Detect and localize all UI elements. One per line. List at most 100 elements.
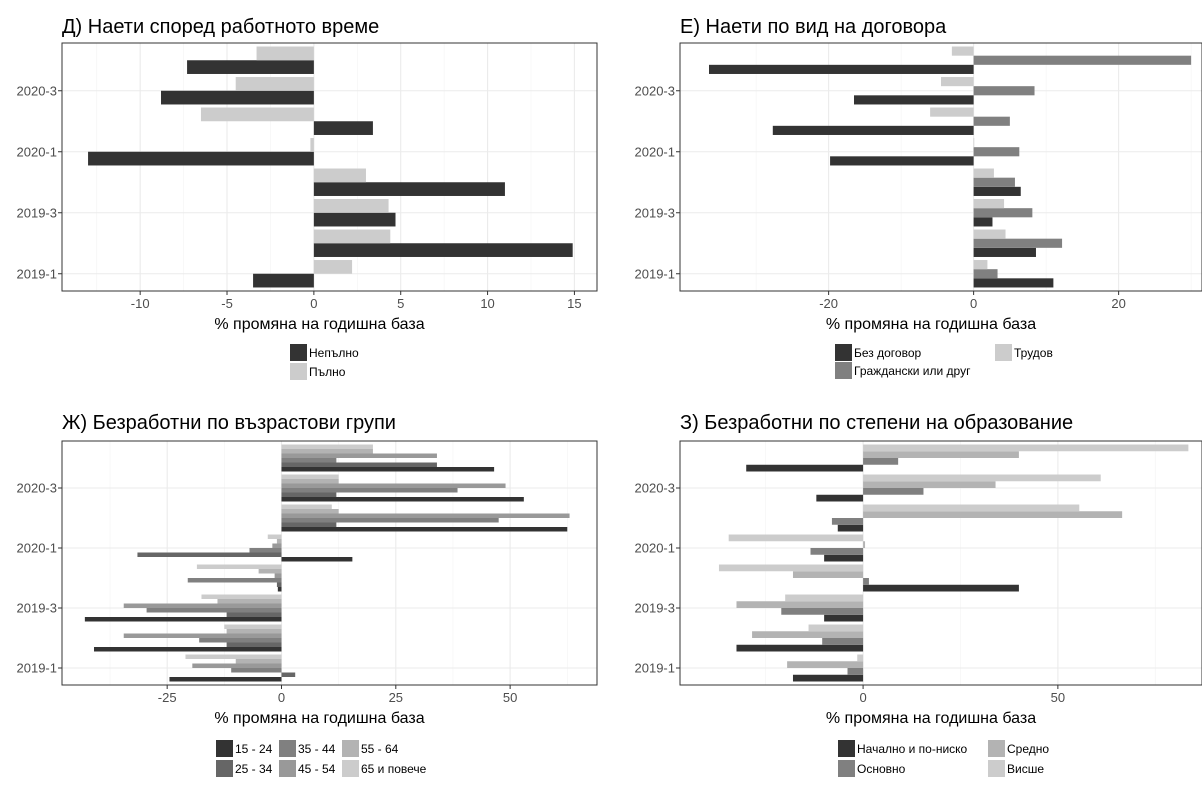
chart-title: Е) Наети по вид на договора bbox=[680, 16, 947, 38]
x-axis-label: % промяна на годишна база bbox=[214, 710, 424, 727]
bar bbox=[137, 552, 282, 557]
bar bbox=[854, 95, 974, 105]
bar bbox=[281, 527, 568, 532]
legend-swatch bbox=[342, 740, 359, 757]
bar bbox=[281, 513, 570, 518]
bar bbox=[88, 151, 314, 166]
bar bbox=[196, 564, 282, 569]
bar bbox=[863, 584, 1019, 592]
bar bbox=[185, 654, 282, 659]
legend: Начално и по-ниско Основно Средно Висше bbox=[838, 740, 1049, 777]
bar bbox=[281, 522, 337, 527]
bar bbox=[123, 603, 282, 608]
legend-label: Начално и по-ниско bbox=[857, 742, 968, 756]
x-tick-label: -10 bbox=[131, 296, 150, 311]
legend: Непълно Пълно bbox=[290, 344, 359, 380]
bar bbox=[824, 614, 864, 622]
bar bbox=[199, 638, 282, 643]
bar bbox=[863, 481, 996, 488]
legend-swatch bbox=[835, 362, 852, 379]
bar bbox=[281, 444, 373, 449]
plot-border bbox=[61, 440, 598, 686]
bar bbox=[123, 633, 282, 638]
bar bbox=[281, 462, 437, 467]
plot-border bbox=[679, 440, 1202, 686]
bar bbox=[863, 488, 924, 495]
bar bbox=[313, 212, 396, 227]
y-tick-label: 2019-1 bbox=[17, 266, 57, 281]
x-tick-label: 0 bbox=[310, 296, 317, 311]
x-tick-label: 50 bbox=[1051, 690, 1065, 705]
bar bbox=[781, 608, 864, 615]
y-tick-label: 2019-1 bbox=[635, 266, 675, 281]
x-axis-label: % промяна на годишна база bbox=[214, 316, 424, 333]
legend-swatch bbox=[838, 760, 855, 777]
bar bbox=[281, 467, 495, 472]
bar bbox=[718, 564, 864, 572]
bar bbox=[792, 674, 864, 682]
legend-label: Основно bbox=[857, 762, 906, 776]
bar bbox=[281, 458, 337, 463]
bar bbox=[941, 77, 974, 87]
legend-swatch bbox=[290, 363, 307, 380]
bar bbox=[709, 64, 974, 74]
bar bbox=[973, 208, 1033, 218]
legend-label: Средно bbox=[1007, 742, 1049, 756]
y-tick-label: 2019-3 bbox=[635, 205, 675, 220]
bar bbox=[830, 156, 974, 166]
x-tick-label: 25 bbox=[389, 690, 403, 705]
x-tick-label: 5 bbox=[397, 296, 404, 311]
legend-label: 65 и повече bbox=[361, 762, 427, 776]
bar bbox=[281, 504, 332, 509]
bar bbox=[258, 569, 282, 574]
bar bbox=[313, 168, 366, 183]
bar bbox=[267, 534, 282, 539]
y-tick-label: 2020-3 bbox=[17, 481, 57, 496]
bar bbox=[281, 557, 353, 562]
legend-swatch bbox=[279, 740, 296, 757]
bar bbox=[281, 518, 499, 523]
y-tick-label: 2020-3 bbox=[17, 83, 57, 98]
y-tick-label: 2019-1 bbox=[17, 661, 57, 676]
legend: 15 - 24 25 - 34 35 - 44 45 - 54 55 - 64 65 и … bbox=[216, 740, 427, 777]
bar bbox=[847, 668, 864, 675]
bar bbox=[973, 238, 1063, 248]
bar bbox=[973, 278, 1054, 288]
bar bbox=[863, 541, 866, 548]
plot-border bbox=[679, 42, 1202, 292]
legend-label: 15 - 24 bbox=[235, 742, 273, 756]
legend-label: 55 - 64 bbox=[361, 742, 399, 756]
legend-swatch bbox=[988, 760, 1005, 777]
legend-swatch bbox=[835, 344, 852, 361]
bar bbox=[281, 672, 296, 677]
bar bbox=[281, 483, 506, 488]
x-tick-label: 15 bbox=[567, 296, 581, 311]
y-tick-label: 2020-3 bbox=[635, 481, 675, 496]
bar bbox=[863, 511, 1123, 518]
y-tick-label: 2019-1 bbox=[635, 661, 675, 676]
bar bbox=[973, 116, 1010, 126]
bar bbox=[281, 497, 524, 502]
x-axis-label: % промяна на годишна база bbox=[826, 710, 1036, 727]
bar bbox=[281, 449, 373, 454]
x-tick-label: 0 bbox=[278, 690, 285, 705]
bar bbox=[810, 548, 864, 555]
bar bbox=[310, 138, 314, 152]
bar bbox=[973, 177, 1015, 187]
bar bbox=[973, 86, 1035, 96]
y-tick-label: 2019-3 bbox=[17, 205, 57, 220]
bar bbox=[161, 90, 314, 105]
bar bbox=[313, 199, 389, 213]
x-tick-label: 0 bbox=[970, 296, 977, 311]
chart-panel-e: Е) Наети по вид на договора -20 0 20 2019-1 2… bbox=[635, 16, 1202, 379]
bar bbox=[217, 599, 282, 604]
legend-label: Граждански или друг bbox=[854, 364, 971, 378]
bar bbox=[728, 534, 864, 542]
x-axis-label: % промяна на годишна база bbox=[826, 316, 1036, 333]
legend-swatch bbox=[838, 740, 855, 757]
legend-swatch bbox=[342, 760, 359, 777]
bar bbox=[235, 659, 282, 664]
bar bbox=[281, 488, 458, 493]
bar bbox=[224, 624, 282, 629]
legend-label: Пълно bbox=[309, 365, 346, 379]
